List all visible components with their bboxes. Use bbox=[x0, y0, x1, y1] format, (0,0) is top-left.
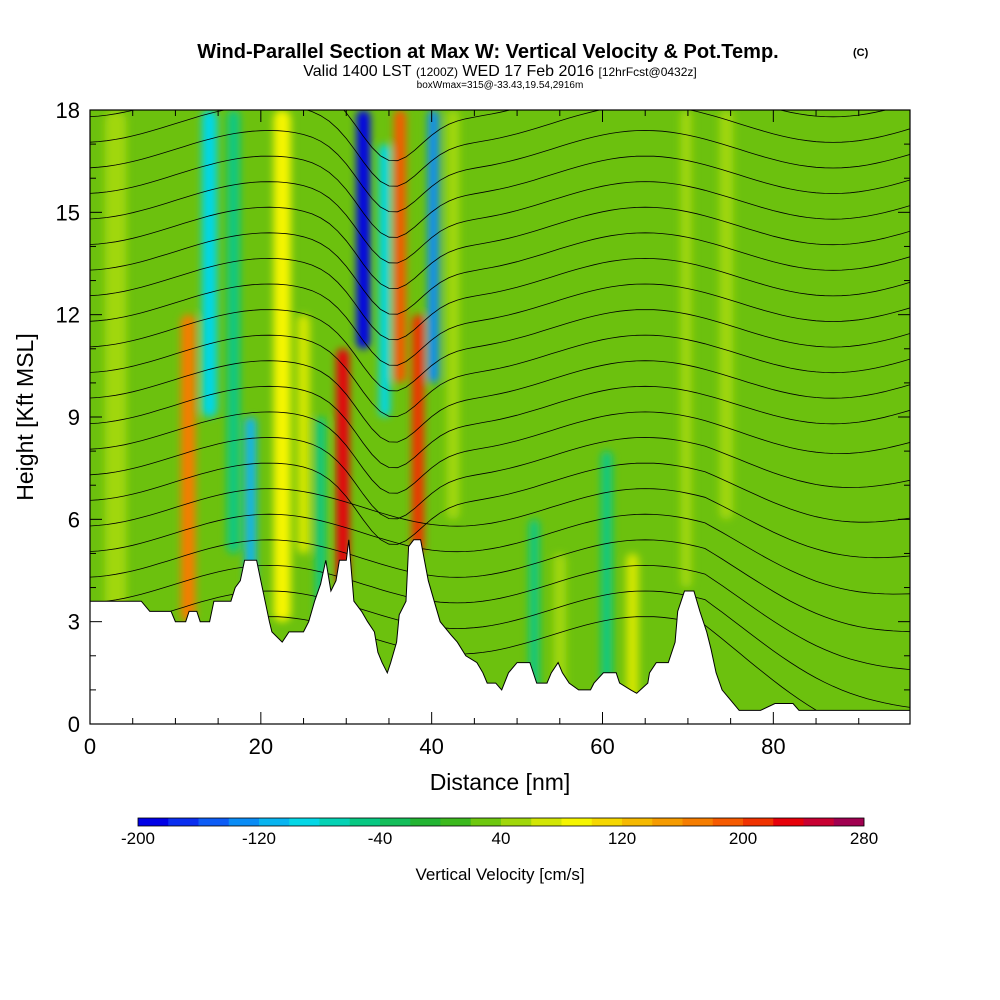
colorbar-swatch bbox=[712, 818, 744, 826]
y-tick-label: 15 bbox=[56, 200, 80, 225]
valid-time-line: Valid 1400 LST (1200Z) WED 17 Feb 2016 [… bbox=[303, 63, 696, 80]
theta-contour-9 bbox=[90, 385, 910, 469]
colorbar-swatch bbox=[380, 818, 411, 826]
colorbar-swatch bbox=[743, 818, 774, 826]
theta-contour-4 bbox=[90, 513, 910, 595]
velocity-feature-3 bbox=[227, 110, 240, 554]
theta-contour-21 bbox=[90, 110, 888, 162]
velocity-feature-12 bbox=[412, 314, 424, 554]
velocity-feature-9 bbox=[356, 110, 371, 349]
colorbar-swatch bbox=[833, 818, 865, 826]
colorbar-swatch bbox=[470, 818, 502, 826]
colorbar-swatch bbox=[198, 818, 230, 826]
terrain-mask bbox=[90, 539, 910, 724]
x-tick-label: 40 bbox=[419, 734, 443, 759]
colorbar-tick-label: 120 bbox=[608, 829, 636, 848]
colorbar-swatch bbox=[773, 818, 804, 826]
velocity-feature-14 bbox=[446, 110, 460, 520]
velocity-feature-10 bbox=[379, 144, 391, 417]
colorbar-tick-label: 40 bbox=[492, 829, 511, 848]
colorbar-swatch bbox=[561, 818, 593, 826]
x-tick-label: 20 bbox=[249, 734, 273, 759]
y-tick-label: 18 bbox=[56, 98, 80, 123]
colorbar-label: Vertical Velocity [cm/s] bbox=[415, 865, 584, 884]
colorbar-swatch bbox=[591, 818, 623, 826]
theta-contour-12 bbox=[90, 309, 910, 392]
theta-contour-2 bbox=[90, 564, 910, 670]
colorbar-tick-label: 280 bbox=[850, 829, 878, 848]
box-wmax-info: boxWmax=315@-33.43,19.54,2916m bbox=[417, 80, 584, 91]
velocity-feature-11 bbox=[394, 110, 407, 383]
theta-contour-15 bbox=[90, 232, 910, 315]
y-tick-label: 3 bbox=[68, 610, 80, 635]
x-tick-label: 0 bbox=[84, 734, 96, 759]
theta-contour-3 bbox=[90, 539, 910, 633]
theta-contour-7 bbox=[90, 437, 910, 520]
theta-contour-5 bbox=[90, 488, 910, 559]
valid-prefix: Valid 1400 LST bbox=[303, 63, 411, 80]
potential-temperature-contours bbox=[90, 110, 910, 724]
velocity-feature-0 bbox=[104, 110, 127, 656]
velocity-feature-5 bbox=[273, 110, 291, 622]
plot-area bbox=[90, 110, 910, 724]
colorbar-swatch bbox=[440, 818, 472, 826]
theta-contour-11 bbox=[90, 334, 910, 417]
velocity-feature-13 bbox=[427, 110, 439, 383]
x-axis-label: Distance [nm] bbox=[430, 769, 571, 795]
theta-contour-17 bbox=[90, 181, 910, 264]
colorbar-swatch bbox=[803, 818, 835, 826]
colorbar-swatch bbox=[652, 818, 683, 826]
colorbar-swatch bbox=[410, 818, 441, 826]
velocity-feature-18 bbox=[625, 553, 639, 724]
colorbar-tick-label: -40 bbox=[368, 829, 393, 848]
colorbar-swatch bbox=[531, 818, 562, 826]
velocity-feature-17 bbox=[601, 451, 613, 724]
colorbar-tick-label: -120 bbox=[242, 829, 276, 848]
x-tick-label: 60 bbox=[590, 734, 614, 759]
theta-contour-1 bbox=[90, 590, 910, 708]
theta-contour-20 bbox=[90, 110, 910, 187]
colorbar-tick-label: 200 bbox=[729, 829, 757, 848]
x-axis: 0 20 40 60 80 bbox=[84, 110, 860, 759]
theta-contour-16 bbox=[90, 206, 910, 290]
colorbar-swatch bbox=[501, 818, 532, 826]
theta-contour-18 bbox=[90, 155, 910, 238]
velocity-feature-2 bbox=[201, 110, 218, 417]
y-tick-label: 9 bbox=[68, 405, 80, 430]
colorbar-swatch bbox=[349, 818, 381, 826]
y-tick-label: 12 bbox=[56, 303, 80, 328]
x-tick-label: 80 bbox=[761, 734, 785, 759]
colorbar-swatch bbox=[682, 818, 714, 826]
colorbar-tick-label: -200 bbox=[121, 829, 155, 848]
colorbar: -200 -120 -40 40 120 200 280 bbox=[121, 817, 878, 848]
theta-contour-6 bbox=[90, 462, 910, 545]
colorbar-swatch bbox=[228, 818, 260, 826]
y-tick-label: 6 bbox=[68, 507, 80, 532]
theta-contour-14 bbox=[90, 257, 910, 341]
forecast-info: [12hrFcst@0432z] bbox=[599, 65, 697, 79]
colorbar-swatch bbox=[259, 818, 290, 826]
colorbar-swatch bbox=[168, 818, 199, 826]
velocity-feature-1 bbox=[180, 314, 196, 622]
velocity-feature-6 bbox=[297, 314, 310, 554]
colorbar-swatch bbox=[289, 818, 320, 826]
colorbar-frame bbox=[137, 817, 865, 827]
y-axis: 0 3 6 9 12 15 18 bbox=[56, 98, 910, 737]
colorbar-swatch bbox=[319, 818, 351, 826]
theta-contour-8 bbox=[90, 411, 910, 494]
velocity-feature-19 bbox=[680, 110, 692, 588]
theta-contour-19 bbox=[90, 130, 910, 213]
valid-date: WED 17 Feb 2016 bbox=[462, 63, 594, 80]
colorbar-swatch bbox=[138, 818, 169, 826]
velocity-feature-20 bbox=[719, 110, 734, 520]
y-tick-label: 0 bbox=[68, 712, 80, 737]
copyright-mark: (C) bbox=[853, 47, 869, 59]
valid-utc: (1200Z) bbox=[416, 65, 458, 79]
theta-contour-10 bbox=[90, 360, 910, 443]
colorbar-swatch bbox=[622, 818, 653, 826]
theta-contour-13 bbox=[90, 283, 910, 366]
y-axis-label: Height [Kft MSL] bbox=[12, 333, 38, 500]
chart-title: Wind-Parallel Section at Max W: Vertical… bbox=[197, 41, 778, 63]
